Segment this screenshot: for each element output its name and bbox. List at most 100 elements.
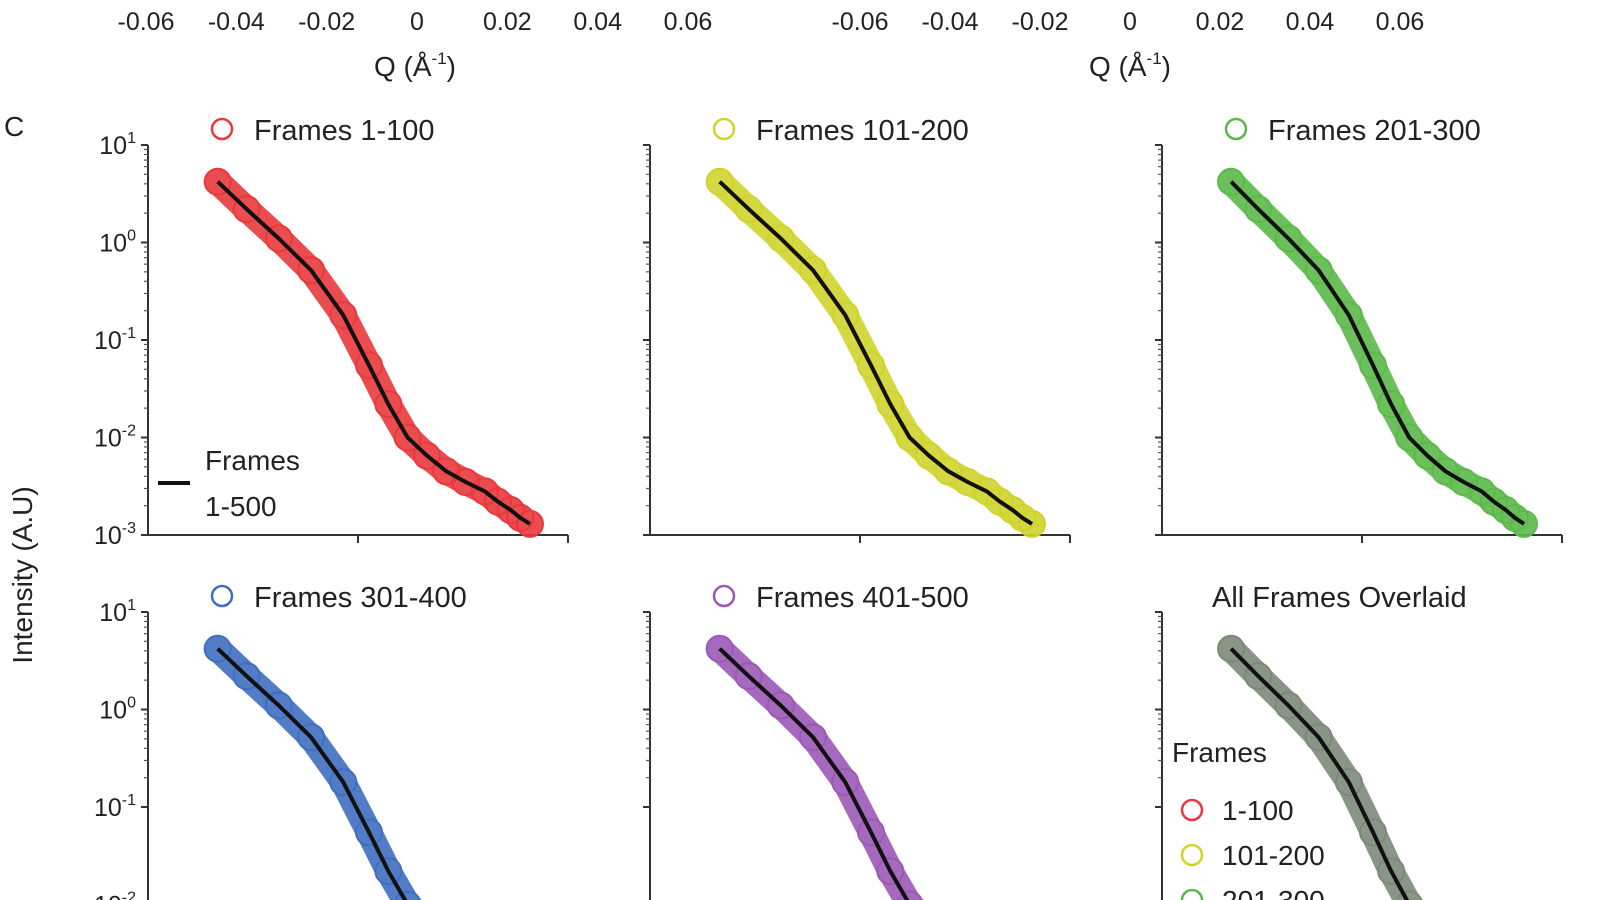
- fit-line: [718, 647, 910, 900]
- y-tick-label: 10-2: [94, 890, 136, 900]
- subplot-3: Frames 201-300: [1155, 115, 1563, 543]
- data-point: [705, 634, 734, 663]
- data-point: [1500, 503, 1529, 532]
- y-tick-base: 10: [99, 132, 127, 160]
- data-point: [355, 351, 383, 380]
- top-left-x-tick-label: 0.04: [573, 8, 622, 36]
- data-point: [831, 301, 860, 330]
- plot-area: [1217, 634, 1424, 900]
- data-point: [496, 496, 525, 525]
- data-point: [876, 857, 905, 886]
- data-point: [451, 467, 480, 496]
- subplot-6: All Frames Overlaid: [1155, 582, 1467, 900]
- data-point: [766, 224, 795, 253]
- y-tick-label: 100: [99, 695, 136, 725]
- data-point: [329, 768, 358, 797]
- y-tick-label: 10-1: [94, 792, 136, 822]
- overlay-legend-marker-icon: [1180, 798, 1204, 822]
- y-tick-base: 10: [94, 522, 122, 550]
- data-point: [264, 224, 293, 253]
- plot-area: [203, 634, 422, 900]
- y-tick-exponent: -3: [122, 520, 136, 537]
- plot-area: [705, 167, 1046, 538]
- data-point: [1359, 818, 1387, 847]
- title-marker-icon: [210, 584, 234, 608]
- y-tick-exponent: 1: [127, 130, 136, 147]
- data-point: [1217, 167, 1246, 196]
- data-point: [1377, 390, 1406, 419]
- data-point: [1304, 256, 1333, 285]
- top-right-x-tick-label: 0.04: [1286, 8, 1335, 36]
- data-point: [831, 768, 860, 797]
- y-tick-base: 10: [94, 794, 122, 822]
- y-tick-label: 101: [99, 597, 136, 627]
- data-point: [857, 351, 885, 380]
- x-axis-label-superscript: -1: [432, 49, 447, 68]
- overlay-legend-label: 201-300: [1222, 885, 1325, 900]
- overlay-legend-label: 1-100: [1222, 795, 1294, 826]
- y-tick-base: 10: [94, 892, 122, 900]
- data-point: [1359, 351, 1387, 380]
- data-point: [506, 503, 535, 532]
- data-point: [1008, 503, 1037, 532]
- title-marker-icon: [712, 584, 736, 608]
- top-right-x-tick-label: -0.06: [832, 8, 889, 36]
- fit-line: [718, 180, 1034, 526]
- data-point: [297, 723, 326, 752]
- data-point: [1377, 857, 1406, 886]
- y-tick-base: 10: [94, 425, 122, 453]
- data-point: [1244, 195, 1273, 224]
- y-tick-base: 10: [94, 327, 122, 355]
- subplot-title: Frames 1-100: [254, 115, 435, 147]
- y-tick-exponent: 1: [127, 597, 136, 614]
- x-axis-label-end: ): [447, 51, 456, 82]
- panel-letter-c: C: [4, 111, 24, 142]
- fit-line: [1229, 180, 1526, 526]
- top-left-x-tick-label: 0.06: [664, 8, 713, 36]
- x-axis-label-main: Q (Å: [374, 51, 432, 82]
- data-point: [1395, 890, 1423, 900]
- data-point: [953, 467, 982, 496]
- fit-line: [216, 647, 408, 900]
- y-tick-label: 10-1: [94, 325, 136, 355]
- top-right-x-axis-label: Q (Å-1): [1089, 49, 1171, 82]
- plot-area: [203, 167, 544, 538]
- top-left-x-axis-label: Q (Å-1): [374, 49, 456, 82]
- subplot-title: Frames 101-200: [756, 115, 969, 147]
- y-tick-base: 10: [99, 697, 127, 725]
- top-right-x-tick-label: -0.02: [1012, 8, 1069, 36]
- x-axis-label-end: ): [1162, 51, 1171, 82]
- plot-area: [1217, 167, 1538, 538]
- top-left-x-tick-label: -0.02: [298, 8, 355, 36]
- subplot-title: Frames 401-500: [756, 582, 969, 614]
- data-point: [297, 256, 326, 285]
- panel-c-y-axis-label: Intensity (A.U): [7, 486, 38, 663]
- title-marker-icon: [1224, 117, 1248, 141]
- data-point: [1274, 224, 1303, 253]
- data-point: [1304, 723, 1333, 752]
- y-tick-label: 101: [99, 130, 136, 160]
- plot-area: [705, 634, 924, 900]
- top-right-x-tick-label: 0.06: [1376, 8, 1425, 36]
- data-point: [705, 167, 734, 196]
- top-left-x-tick-label: 0: [410, 8, 424, 36]
- data-point: [896, 890, 923, 900]
- y-tick-exponent: -2: [122, 423, 136, 440]
- data-point: [1431, 457, 1460, 486]
- subplot-5: Frames 401-500: [643, 582, 969, 900]
- top-right-x-tick-label: -0.04: [922, 8, 979, 36]
- y-tick-exponent: -1: [122, 792, 136, 809]
- y-tick-base: 10: [99, 230, 127, 258]
- title-marker-icon: [712, 117, 736, 141]
- fit-line-legend-label: 1-500: [205, 491, 277, 522]
- data-point: [394, 890, 421, 900]
- top-right-x-tick-label: 0.02: [1196, 8, 1245, 36]
- top-left-axis: -0.06 -0.04 -0.02 0 0.02 0.04 0.06 Q (Å-1): [118, 8, 713, 82]
- fit-line: [1229, 647, 1410, 900]
- top-right-x-tick-label: 0: [1123, 8, 1137, 36]
- top-left-x-tick-label: -0.06: [118, 8, 175, 36]
- data-point: [1395, 423, 1424, 452]
- top-left-x-tick-label: -0.04: [208, 8, 265, 36]
